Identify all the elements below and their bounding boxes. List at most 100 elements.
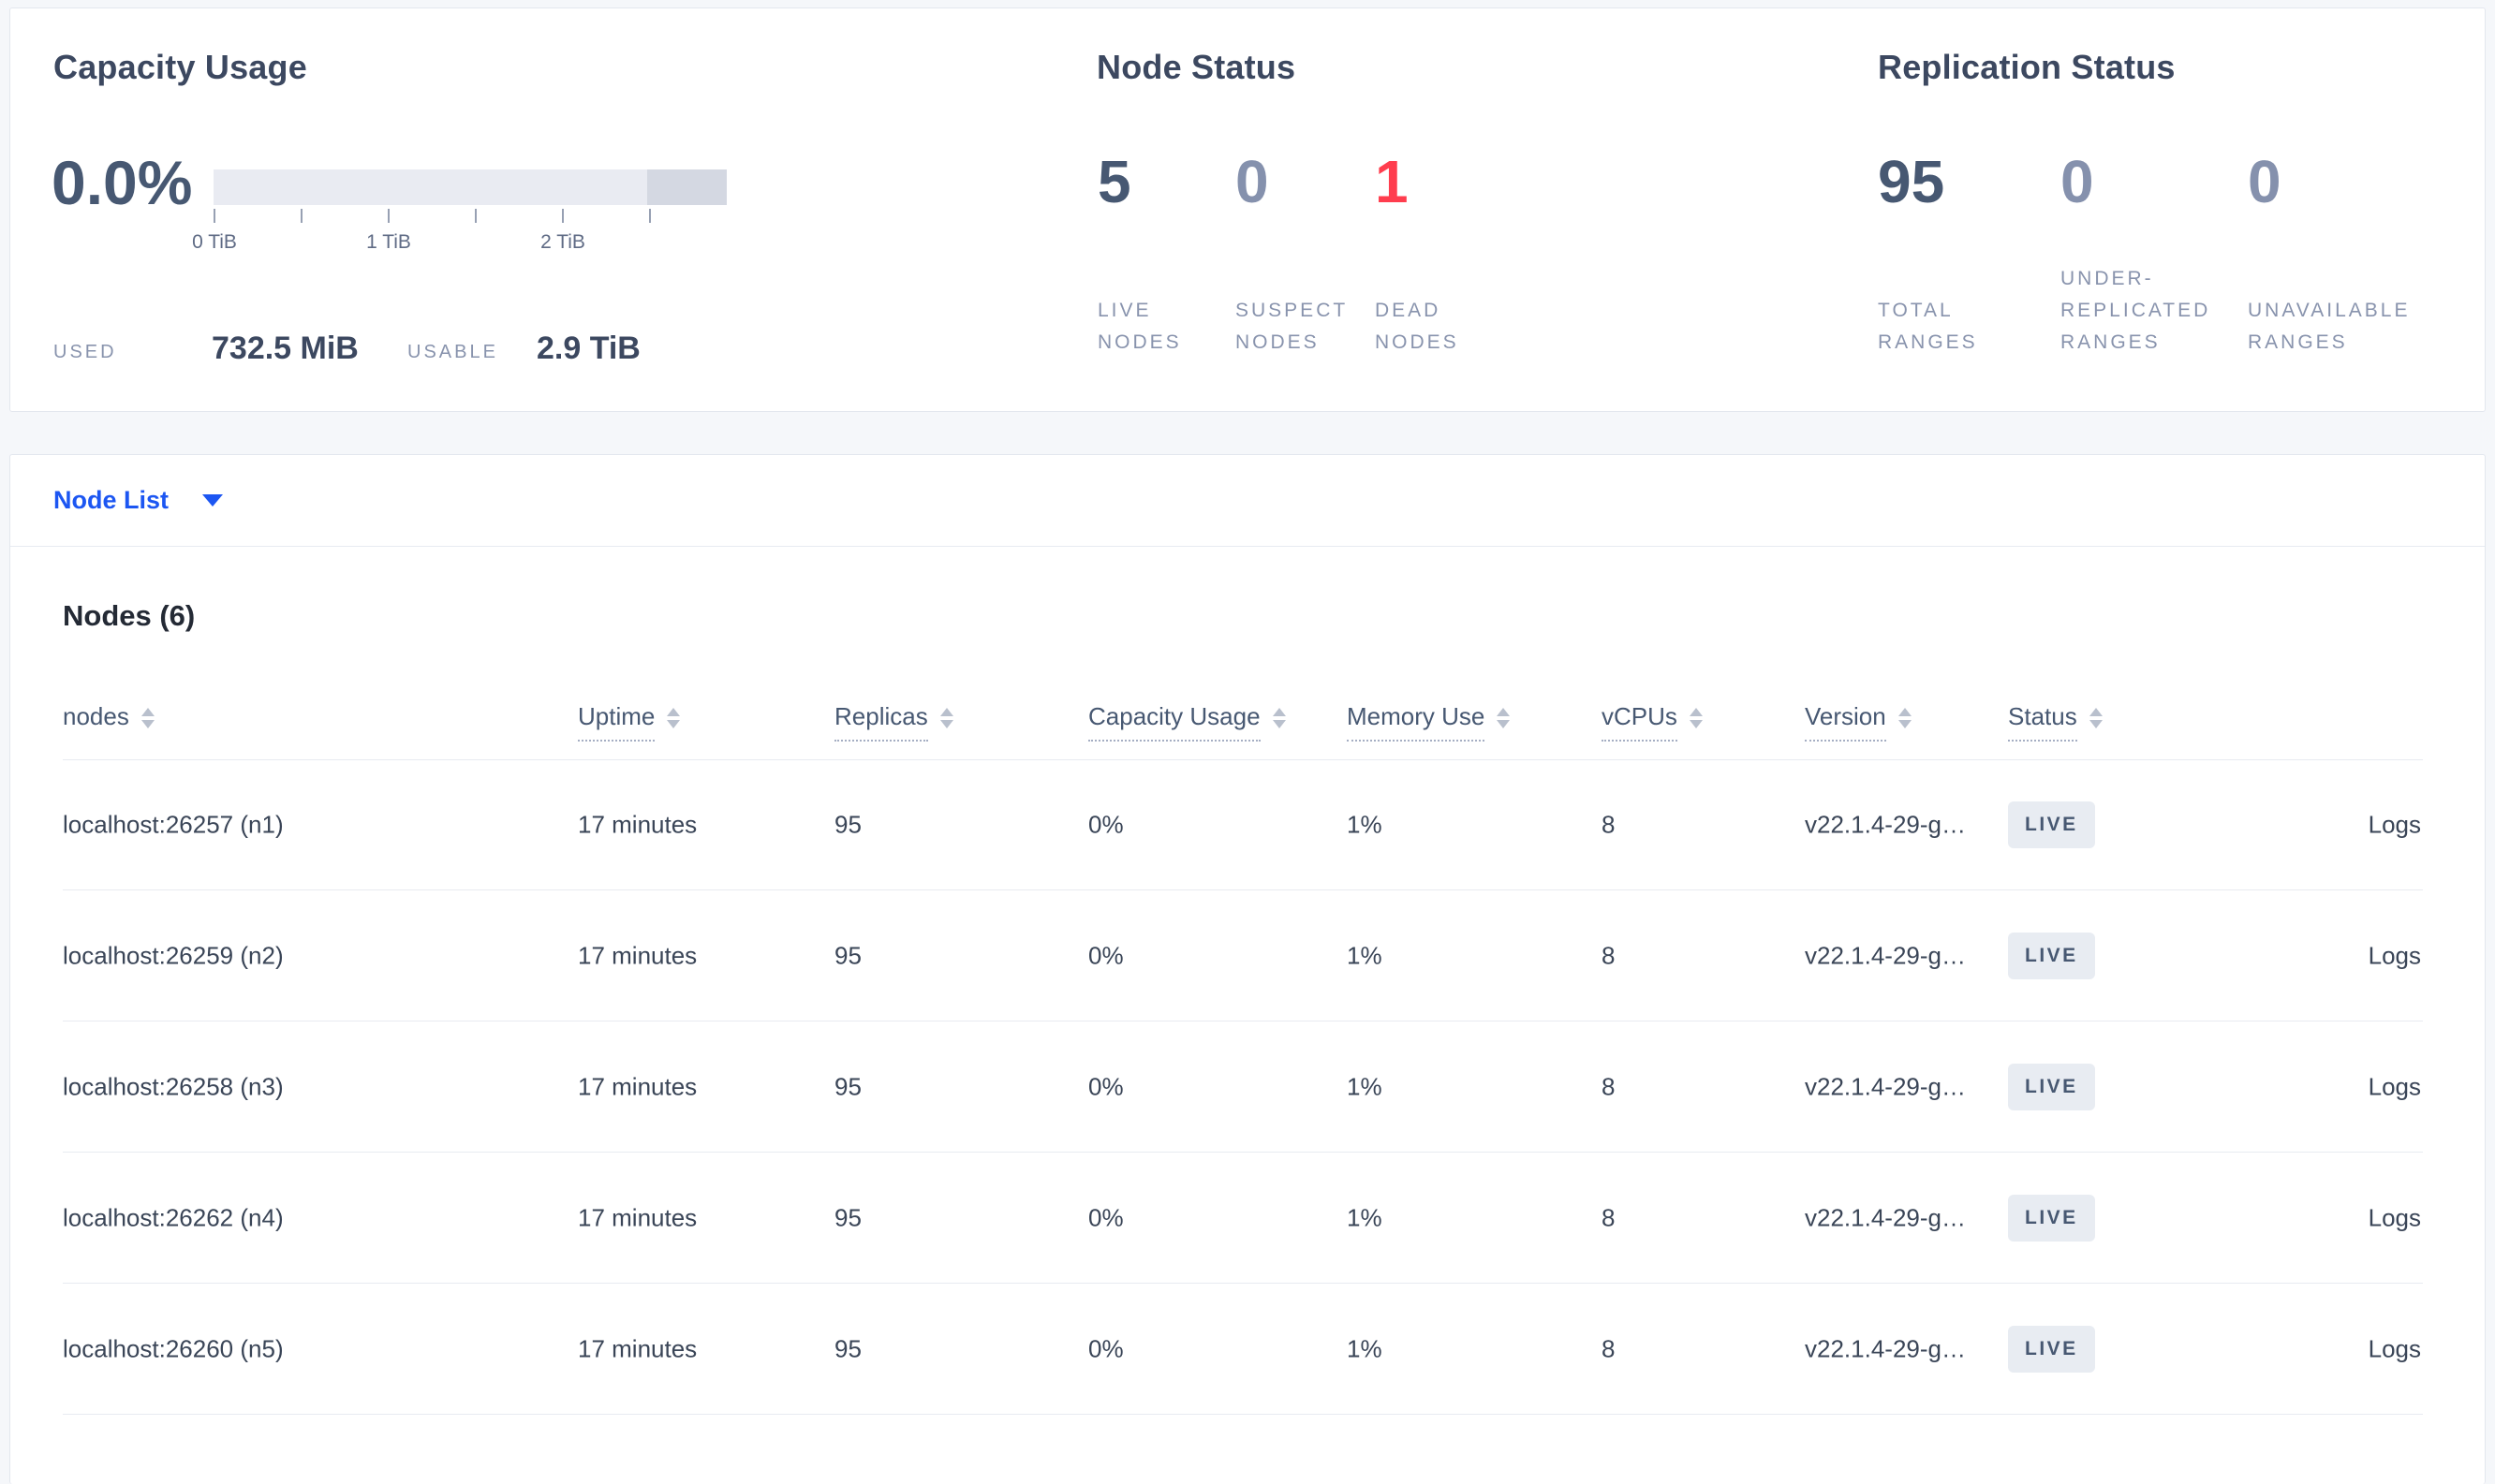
cluster-summary-card: Capacity Usage 0.0% 0 TiB 1 TiB 2 TiB US… — [9, 7, 2486, 412]
axis-tick — [301, 209, 303, 223]
uptime-cell: 17 minutes — [578, 810, 698, 838]
usable-value: 2.9 TiB — [537, 331, 641, 366]
node-link[interactable]: localhost:26257 (n1) — [63, 810, 284, 838]
column-header-uptime[interactable]: Uptime — [578, 702, 681, 742]
replicas-cell: 95 — [834, 1203, 862, 1231]
under-replicated-label: UNDER- REPLICATED RANGES — [2060, 263, 2210, 359]
logs-link[interactable]: Logs — [2368, 1203, 2421, 1231]
label-line: TOTAL — [1878, 300, 1954, 321]
label-line: DEAD — [1375, 300, 1441, 321]
label-line: RANGES — [2060, 331, 2161, 353]
column-header-version[interactable]: Version — [1805, 702, 1912, 742]
live-nodes-count: 5 — [1098, 148, 1131, 215]
version-cell: v22.1.4-29-g… — [1805, 941, 1966, 969]
status-badge: LIVE — [2008, 801, 2095, 848]
suspect-nodes-label: SUSPECT NODES — [1235, 295, 1348, 359]
vcpus-cell: 8 — [1602, 1072, 1616, 1100]
sort-icon — [667, 708, 681, 728]
vcpus-cell: 8 — [1602, 810, 1616, 838]
column-header-status[interactable]: Status — [2008, 702, 2103, 742]
used-value: 732.5 MiB — [212, 331, 359, 366]
sort-icon — [2089, 708, 2103, 728]
column-label: Memory Use — [1347, 702, 1485, 742]
column-header-memory-use[interactable]: Memory Use — [1347, 702, 1511, 742]
memory-cell: 1% — [1347, 810, 1382, 838]
node-link[interactable]: localhost:26260 (n5) — [63, 1334, 284, 1362]
used-label: USED — [53, 342, 117, 362]
table-row: localhost:26257 (n1) 17 minutes 95 0% 1%… — [63, 759, 2423, 890]
vcpus-cell: 8 — [1602, 941, 1616, 969]
status-cell: LIVE — [2008, 1194, 2095, 1242]
column-label: Capacity Usage — [1088, 702, 1261, 742]
logs-link[interactable]: Logs — [2368, 1334, 2421, 1362]
logs-link[interactable]: Logs — [2368, 1072, 2421, 1100]
unavailable-label: UNAVAILABLE RANGES — [2248, 295, 2410, 359]
status-cell: LIVE — [2008, 932, 2095, 979]
dead-nodes-count: 1 — [1375, 148, 1409, 215]
status-badge: LIVE — [2008, 1063, 2095, 1110]
label-line: NODES — [1235, 331, 1320, 353]
version-cell: v22.1.4-29-g… — [1805, 1334, 1966, 1362]
logs-link[interactable]: Logs — [2368, 941, 2421, 969]
total-ranges-label: TOTAL RANGES — [1878, 295, 1978, 359]
capacity-bar-dark-segment — [647, 169, 727, 205]
capacity-used-percent: 0.0% — [52, 148, 193, 217]
table-row: localhost:26260 (n5) 17 minutes 95 0% 1%… — [63, 1284, 2423, 1415]
capacity-usage-title: Capacity Usage — [53, 48, 307, 86]
header-divider — [63, 759, 2423, 760]
total-ranges-count: 95 — [1878, 148, 1945, 215]
memory-cell: 1% — [1347, 1072, 1382, 1100]
sort-icon — [140, 708, 155, 728]
uptime-cell: 17 minutes — [578, 1334, 698, 1362]
column-header-nodes[interactable]: nodes — [63, 702, 155, 740]
uptime-cell: 17 minutes — [578, 941, 698, 969]
node-link[interactable]: localhost:26258 (n3) — [63, 1072, 284, 1100]
column-header-capacity-usage[interactable]: Capacity Usage — [1088, 702, 1286, 742]
column-label: Status — [2008, 702, 2077, 742]
status-cell: LIVE — [2008, 1063, 2095, 1110]
label-line: REPLICATED — [2060, 300, 2211, 321]
column-label: Uptime — [578, 702, 656, 742]
label-line: RANGES — [2248, 331, 2348, 353]
table-row: localhost:26259 (n2) 17 minutes 95 0% 1%… — [63, 890, 2423, 1021]
axis-tick — [475, 209, 477, 223]
uptime-cell: 17 minutes — [578, 1203, 698, 1231]
capacity-cell: 0% — [1088, 941, 1124, 969]
cluster-overview-page: { "colors": { "link_blue": "#2a8cf0", "d… — [9, 7, 2486, 1484]
under-replicated-count: 0 — [2060, 148, 2094, 215]
axis-tick-label: 0 TiB — [192, 231, 237, 253]
column-label: Version — [1805, 702, 1886, 742]
node-list-dropdown[interactable]: Node List — [10, 455, 2485, 547]
nodes-table-title: Nodes (6) — [63, 599, 196, 632]
table-row: localhost:26262 (n4) 17 minutes 95 0% 1%… — [63, 1153, 2423, 1284]
usable-label: USABLE — [407, 342, 498, 362]
status-badge: LIVE — [2008, 1194, 2095, 1242]
memory-cell: 1% — [1347, 941, 1382, 969]
suspect-nodes-count: 0 — [1235, 148, 1269, 215]
sort-icon — [1897, 708, 1912, 728]
logs-link[interactable]: Logs — [2368, 810, 2421, 838]
status-badge: LIVE — [2008, 1325, 2095, 1373]
replication-status-title: Replication Status — [1878, 48, 2176, 86]
column-header-replicas[interactable]: Replicas — [834, 702, 953, 742]
capacity-usage-bar — [214, 169, 727, 205]
node-link[interactable]: localhost:26262 (n4) — [63, 1203, 284, 1231]
version-cell: v22.1.4-29-g… — [1805, 1203, 1966, 1231]
capacity-cell: 0% — [1088, 810, 1124, 838]
version-cell: v22.1.4-29-g… — [1805, 1072, 1966, 1100]
axis-tick — [388, 209, 390, 223]
column-header-vcpus[interactable]: vCPUs — [1602, 702, 1703, 742]
node-list-dropdown-label: Node List — [53, 486, 170, 514]
node-status-title: Node Status — [1097, 48, 1296, 86]
node-link[interactable]: localhost:26259 (n2) — [63, 941, 284, 969]
label-line: UNDER- — [2060, 268, 2154, 289]
dead-nodes-label: DEAD NODES — [1375, 295, 1459, 359]
column-label: Replicas — [834, 702, 928, 742]
label-line: NODES — [1098, 331, 1182, 353]
sort-icon — [1497, 708, 1511, 728]
capacity-cell: 0% — [1088, 1334, 1124, 1362]
axis-tick — [214, 209, 215, 223]
status-badge: LIVE — [2008, 932, 2095, 979]
replicas-cell: 95 — [834, 941, 862, 969]
table-row: localhost:26258 (n3) 17 minutes 95 0% 1%… — [63, 1021, 2423, 1153]
